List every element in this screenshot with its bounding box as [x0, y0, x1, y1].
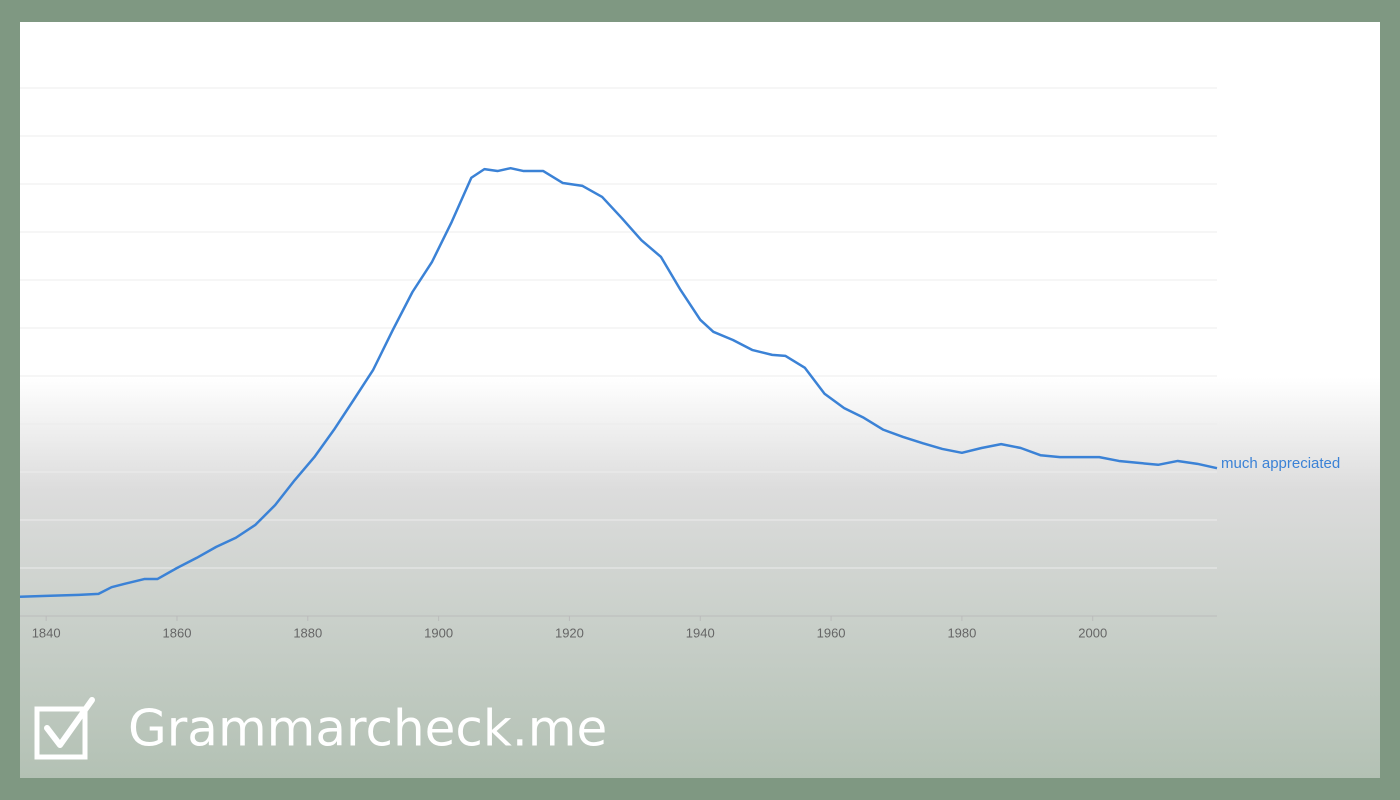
- logo-icon: [34, 697, 95, 760]
- x-tick-label: 1940: [686, 625, 715, 640]
- x-tick-label: 1860: [163, 625, 192, 640]
- x-tick-label: 1960: [817, 625, 846, 640]
- panel: [20, 22, 1380, 778]
- x-tick-label: 1900: [424, 625, 453, 640]
- x-tick-label: 2000: [1078, 625, 1107, 640]
- x-tick-label: 1840: [32, 625, 61, 640]
- x-tick-label: 1920: [555, 625, 584, 640]
- plot: 1840 1860 1880 1900 1920 1940 1960 1980 2000 much…: [19, 87, 1340, 640]
- brand: Grammarcheck.me: [128, 700, 607, 758]
- x-tick-label: 1980: [947, 625, 976, 640]
- line: [19, 166, 1218, 599]
- x-tick-label: 1880: [293, 625, 322, 640]
- series-label: much appreciated: [1221, 455, 1340, 472]
